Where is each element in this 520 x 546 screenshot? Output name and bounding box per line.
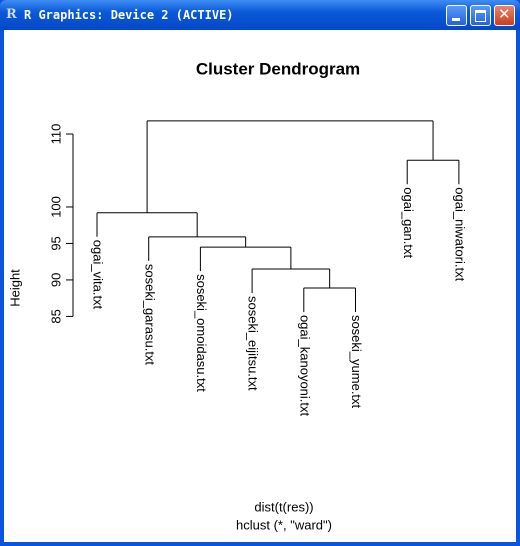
subtitle: hclust (*, "ward") bbox=[236, 517, 332, 532]
leaf-label: ogai_kanoyoni.txt bbox=[297, 315, 312, 417]
leaf-label: soseki_yume.txt bbox=[349, 315, 364, 409]
leaf-label: soseki_eijitsu.txt bbox=[246, 296, 261, 391]
x-axis-label: dist(t(res)) bbox=[254, 499, 313, 514]
app-icon: R bbox=[6, 7, 17, 22]
y-tick-label: 100 bbox=[48, 196, 63, 218]
y-tick-label: 90 bbox=[48, 273, 63, 287]
leaf-label: soseki_garasu.txt bbox=[142, 264, 157, 366]
window-title: R Graphics: Device 2 (ACTIVE) bbox=[24, 8, 234, 22]
minimize-button[interactable] bbox=[446, 5, 467, 26]
leaf-label: ogai_gan.txt bbox=[401, 187, 416, 258]
leaf-label: ogai_vita.txt bbox=[91, 240, 106, 310]
maximize-button[interactable] bbox=[470, 5, 491, 26]
y-tick-label: 95 bbox=[48, 236, 63, 250]
leaf-label: soseki_omoidasu.txt bbox=[194, 274, 209, 392]
y-axis-label: Height bbox=[7, 269, 22, 307]
leaf-label: ogai_niwatori.txt bbox=[452, 187, 467, 281]
chart-title: Cluster Dendrogram bbox=[196, 59, 360, 78]
y-tick-label: 85 bbox=[48, 309, 63, 323]
title-bar: R R Graphics: Device 2 (ACTIVE) ✕ bbox=[0, 0, 520, 30]
chart: Cluster Dendrogram Height dist(t(res)) h… bbox=[4, 30, 516, 542]
close-button[interactable]: ✕ bbox=[494, 5, 515, 26]
y-tick-label: 110 bbox=[48, 124, 63, 145]
